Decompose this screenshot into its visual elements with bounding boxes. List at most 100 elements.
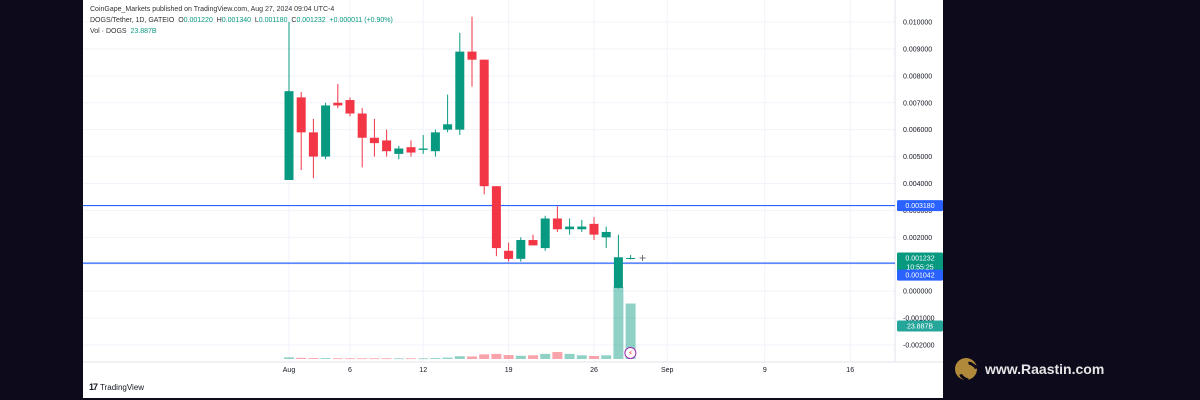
volume-bar [589, 355, 599, 359]
x-tick-label: Aug [283, 367, 296, 374]
candle-body [601, 231, 611, 238]
volume-bar [528, 355, 538, 359]
candle-body [357, 113, 367, 138]
candle-body [308, 132, 318, 157]
volume-bar [393, 358, 404, 360]
y-tick-label: 0.009000 [903, 46, 932, 53]
tradingview-logo-icon: 17 [89, 382, 98, 392]
volume-badge-bg [897, 320, 943, 332]
candle-body [430, 132, 440, 152]
candle-body [516, 240, 526, 259]
volume-bar [479, 354, 490, 359]
volume-bar [576, 355, 587, 359]
volume-bar [491, 353, 502, 359]
candle-body [394, 148, 404, 154]
candle-body [589, 223, 599, 235]
candle-body [284, 91, 294, 181]
y-tick-label: 0.010000 [903, 20, 932, 27]
candle-body [345, 100, 355, 114]
volume-bar [601, 355, 612, 359]
ohlc-line: DOGS/Tether, 1D, GATEIO O0.001220 H0.001… [90, 15, 393, 26]
volume-bar [430, 358, 441, 359]
volume-bar [503, 355, 514, 359]
volume-value: 23.887B [130, 28, 157, 35]
x-tick-label: 9 [763, 367, 767, 374]
volume-bar [284, 357, 294, 359]
candle-body [504, 250, 514, 259]
volume-label: Vol · DOGS [90, 28, 127, 35]
change-value: +0.000011 (+0.90%) [329, 17, 393, 24]
candle-body [479, 59, 489, 187]
volume-bar [381, 358, 392, 360]
candle-body [613, 257, 623, 288]
candle-body [491, 186, 501, 249]
volume-line: Vol · DOGS 23.887B [90, 26, 393, 37]
volume-bar [454, 356, 465, 359]
candle-body [443, 124, 453, 130]
level-label-upper: 0.003180 [905, 203, 934, 210]
volume-bar [613, 287, 624, 359]
volume-bar [467, 356, 477, 359]
chart-header: CoinGape_Markets published on TradingVie… [90, 4, 393, 37]
volume-bar [442, 357, 453, 359]
candle-body [455, 51, 465, 130]
chart-card: 0.010000 0.009000 0.008000 0.007000 0.006000… [83, 0, 943, 398]
high-label: H [216, 17, 222, 24]
open-label: O [178, 17, 184, 24]
event-marker[interactable] [624, 347, 637, 359]
candle-body [577, 226, 587, 230]
tradingview-brand: TradingView [100, 382, 145, 392]
candle-body [369, 137, 379, 144]
y-tick-label: -0.001000 [903, 316, 935, 323]
lightning-icon: ⚡ [628, 350, 633, 358]
close-value: 0.001232 [296, 17, 326, 24]
last-price-label: 0.001232 [905, 256, 934, 263]
candle-body [552, 218, 562, 230]
y-tick-label: 0.003000 [903, 208, 932, 215]
countdown-label: 10:55:25 [906, 265, 933, 272]
x-tick-label: 26 [590, 367, 598, 374]
volume-bar [625, 303, 636, 359]
x-tick-label: 6 [348, 367, 352, 374]
x-tick-label: 12 [419, 367, 427, 374]
y-tick-label: 0.008000 [903, 73, 932, 80]
candle-body [406, 147, 416, 153]
candle-body [321, 105, 331, 157]
high-value: 0.001340 [221, 17, 251, 24]
volume-badge: 23.887B [907, 324, 933, 331]
low-label: L [254, 17, 259, 24]
candle-body [626, 258, 636, 260]
level-label-lower-bg [897, 269, 943, 281]
tradingview-logo[interactable]: 17 TradingView [89, 382, 144, 392]
volume-bar [296, 357, 307, 359]
y-tick-label: -0.002000 [903, 343, 935, 350]
y-tick-label: 0.006000 [903, 127, 932, 134]
level-label-lower: 0.001042 [905, 273, 934, 280]
y-tick-label: 0.002000 [903, 235, 932, 242]
close-label: C [291, 17, 297, 24]
x-tick-label: Sep [661, 367, 674, 374]
volume-bar [406, 358, 416, 360]
candle-body [565, 226, 575, 230]
candle-body [528, 240, 538, 246]
volume-bar [320, 358, 331, 359]
candle-body [382, 140, 392, 152]
y-tick-label: 0.007000 [903, 100, 932, 107]
volume-bar [332, 358, 343, 360]
volume-bar [515, 355, 526, 359]
candle-body [467, 51, 477, 60]
candle-body [418, 148, 428, 150]
low-value: 0.001180 [258, 17, 288, 24]
y-tick-label: 0.005000 [903, 154, 932, 161]
candle-body [296, 97, 306, 133]
volume-bar [345, 358, 355, 360]
candlestick-chart[interactable]: 0.010000 0.009000 0.008000 0.007000 0.006000… [83, 0, 943, 398]
volume-bar [308, 358, 319, 359]
publisher-line: CoinGape_Markets published on TradingVie… [90, 6, 335, 13]
volume-bar [357, 358, 368, 360]
volume-bar [564, 353, 575, 359]
x-tick-label: 19 [505, 367, 513, 374]
watermark-text: www.Raastin.com [985, 361, 1105, 377]
y-tick-label: 0.000000 [903, 289, 932, 296]
volume-bar [418, 358, 429, 360]
